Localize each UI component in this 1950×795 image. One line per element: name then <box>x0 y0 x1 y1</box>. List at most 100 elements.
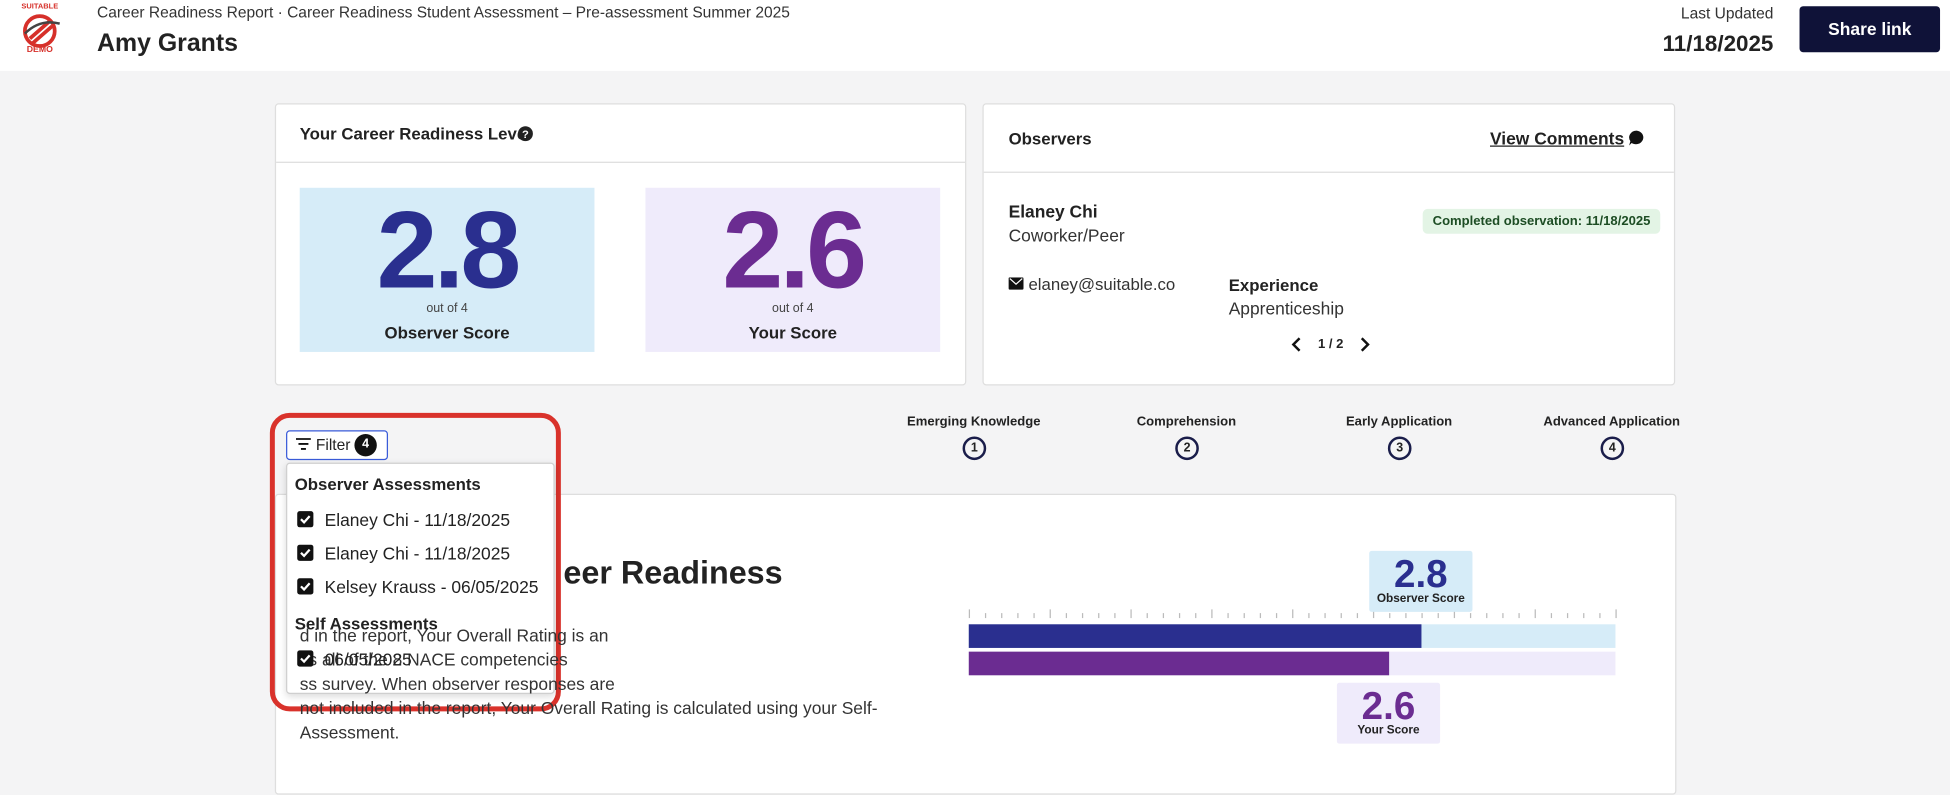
tick <box>1583 613 1585 619</box>
overall-line: Assessment. <box>299 722 400 742</box>
tick <box>1292 609 1294 619</box>
tick <box>1195 613 1197 619</box>
tick <box>1308 613 1310 619</box>
tick <box>1534 609 1536 619</box>
divider <box>983 171 1674 173</box>
tick <box>1017 613 1019 619</box>
check-icon <box>300 515 311 524</box>
self-score-label: Your Score <box>748 323 837 342</box>
filter-label: Filter <box>315 436 351 454</box>
self-score-box <box>645 187 941 352</box>
self-score: 2.6 <box>722 187 867 311</box>
tick <box>1146 613 1148 619</box>
tick <box>984 613 987 619</box>
observer-score-box <box>299 187 595 352</box>
tick <box>1049 609 1051 619</box>
student-name: Amy Grants <box>97 29 238 58</box>
checkbox[interactable] <box>297 578 314 595</box>
overall-line: d in the report, Your Overall Rating is … <box>299 625 609 646</box>
tick <box>1065 613 1068 619</box>
filter-group-title: Self Assessments <box>294 614 438 634</box>
self-badge-score: 2.6 <box>1361 683 1416 728</box>
tick <box>1162 613 1165 619</box>
view-comments-link[interactable]: View Comments <box>1489 128 1625 148</box>
level-title: Your Career Readiness Level <box>299 124 531 144</box>
level-label: Advanced Application <box>1543 414 1681 430</box>
breadcrumb: Career Readiness Report · Career Readine… <box>97 3 790 22</box>
filter-icon <box>295 438 311 450</box>
tick <box>1243 613 1245 619</box>
filter-count: 4 <box>354 434 377 457</box>
check-icon <box>300 654 311 664</box>
filter-dropdown <box>286 462 555 694</box>
highlight-outline <box>269 412 561 712</box>
level-number: 2 <box>1175 436 1199 461</box>
tick <box>1324 613 1326 619</box>
overall-line: ss survey. When observer responses are <box>299 673 615 694</box>
tick <box>1615 609 1617 619</box>
experience-value: Apprenticeship <box>1228 298 1344 319</box>
checkbox[interactable] <box>297 650 314 667</box>
tick <box>1081 613 1084 619</box>
tick <box>1340 613 1342 619</box>
checkbox[interactable] <box>297 511 314 528</box>
next-page[interactable] <box>1357 336 1372 353</box>
tick <box>1469 613 1472 619</box>
share-link-button[interactable]: Share link <box>1799 6 1941 53</box>
pagination: 1 / 2 <box>1317 337 1344 352</box>
overall-heading: eer Readiness <box>563 553 783 591</box>
observer-name: Elaney Chi <box>1008 201 1098 222</box>
tick <box>1275 613 1278 619</box>
logo <box>23 14 60 48</box>
header <box>0 0 1950 71</box>
prev-page[interactable] <box>1290 336 1305 353</box>
level-number: 3 <box>1387 436 1412 461</box>
tick <box>1372 609 1375 619</box>
self-bar <box>968 651 1390 676</box>
email-icon <box>1008 277 1024 290</box>
divider <box>276 161 966 163</box>
observer-bar <box>968 624 1422 648</box>
last-updated-date: 11/18/2025 <box>1662 31 1774 56</box>
tick <box>1259 613 1262 619</box>
self-badge-label: Your Score <box>1357 723 1420 738</box>
self-out-of: out of 4 <box>772 302 814 316</box>
observer-out-of: out of 4 <box>426 302 468 316</box>
tick <box>1356 613 1359 619</box>
comment-icon <box>1629 130 1644 146</box>
tick <box>1421 613 1423 619</box>
tick <box>1033 613 1035 619</box>
observer-badge <box>1369 550 1473 612</box>
logo-bottom: DEMO <box>26 46 53 55</box>
level-number: 4 <box>1600 436 1625 461</box>
self-badge <box>1336 682 1441 744</box>
tick <box>1437 613 1439 619</box>
checkbox[interactable] <box>297 544 314 561</box>
tick <box>1211 609 1213 619</box>
check-icon <box>300 548 311 558</box>
status-badge: Completed observation: 11/18/2025 <box>1422 208 1661 234</box>
tick <box>1227 613 1229 619</box>
tick <box>968 609 971 619</box>
last-updated-label: Last Updated <box>1680 4 1774 23</box>
level-label: Comprehension <box>1136 414 1237 430</box>
check-icon <box>300 582 311 592</box>
tick <box>1001 613 1003 619</box>
experience-label: Experience <box>1228 276 1319 295</box>
observer-score: 2.8 <box>376 187 522 311</box>
overall-line: not included in the report, Your Overall… <box>299 697 878 718</box>
tick <box>1502 613 1504 619</box>
filter-item: 06/05/2025 <box>324 649 412 670</box>
filter-item: Elaney Chi - 11/18/2025 <box>324 543 511 564</box>
tick <box>1599 613 1601 619</box>
tick <box>1566 613 1569 619</box>
tick <box>1098 613 1100 619</box>
filter-item: Elaney Chi - 11/18/2025 <box>324 509 511 530</box>
help-icon[interactable]: ? <box>517 126 533 142</box>
observer-email: elaney@suitable.co <box>1028 274 1176 294</box>
tick <box>1518 613 1520 619</box>
tick <box>1178 613 1181 619</box>
tick <box>1486 613 1488 619</box>
